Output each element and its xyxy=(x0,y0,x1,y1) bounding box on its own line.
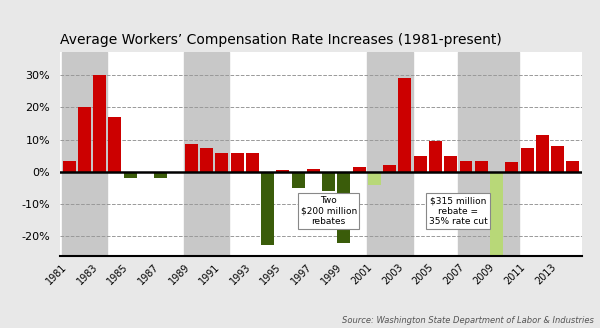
Bar xyxy=(230,153,244,172)
Bar xyxy=(246,153,259,172)
Bar xyxy=(154,172,167,178)
Bar xyxy=(109,117,121,172)
Bar xyxy=(322,172,335,191)
Bar xyxy=(353,167,365,172)
Bar xyxy=(490,172,503,285)
Bar xyxy=(292,172,305,188)
Bar xyxy=(521,148,533,172)
Bar xyxy=(460,161,472,172)
Bar xyxy=(261,172,274,245)
Bar xyxy=(414,156,427,172)
Bar xyxy=(215,153,228,172)
Bar xyxy=(307,169,320,172)
Bar xyxy=(185,144,198,172)
Bar xyxy=(124,172,137,178)
Bar xyxy=(78,107,91,172)
Bar xyxy=(566,161,580,172)
Bar xyxy=(277,170,289,172)
Bar xyxy=(551,146,564,172)
Bar xyxy=(337,172,350,243)
Text: Average Workers’ Compensation Rate Increases (1981-present): Average Workers’ Compensation Rate Incre… xyxy=(60,33,502,47)
Bar xyxy=(536,135,549,172)
Bar xyxy=(398,78,412,172)
Bar xyxy=(62,52,107,256)
Text: Two
$200 million
rebates: Two $200 million rebates xyxy=(301,196,357,226)
Bar xyxy=(368,172,381,185)
Bar xyxy=(200,148,213,172)
Bar xyxy=(429,141,442,172)
Bar xyxy=(444,156,457,172)
Bar xyxy=(383,165,396,172)
Bar xyxy=(62,161,76,172)
Bar xyxy=(475,161,488,172)
Bar xyxy=(505,162,518,172)
Bar xyxy=(93,75,106,172)
Bar xyxy=(458,52,520,256)
Text: Source: Washington State Department of Labor & Industries: Source: Washington State Department of L… xyxy=(342,316,594,325)
Bar xyxy=(184,52,229,256)
Legend: Recession Years, Rate Increases, Rate Decreases, One-time rebates: Recession Years, Rate Increases, Rate De… xyxy=(23,326,465,328)
Text: $315 million
rebate =
35% rate cut: $315 million rebate = 35% rate cut xyxy=(429,196,488,226)
Bar xyxy=(367,52,413,256)
